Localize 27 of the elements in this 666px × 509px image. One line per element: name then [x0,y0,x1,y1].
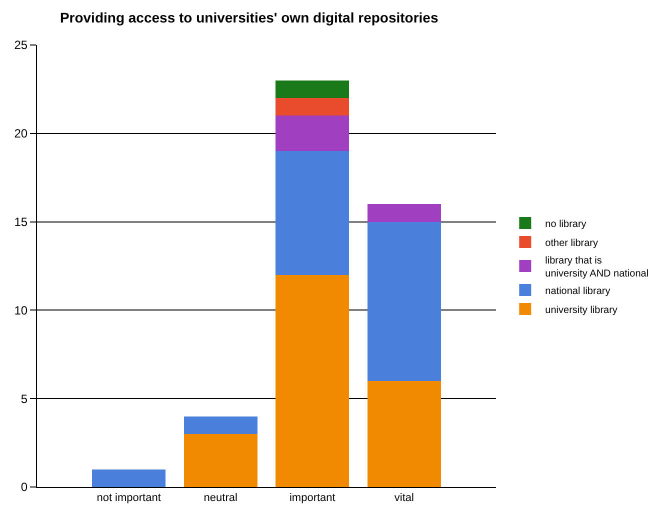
bar [367,222,441,381]
y-tick-label: 15 [14,215,28,229]
bar [276,274,350,487]
bar [92,469,166,487]
y-tick-label: 0 [20,480,28,494]
x-tick-label: not important [96,492,161,504]
legend-label: other library [545,238,598,249]
bar [367,380,441,487]
bar [276,98,350,116]
legend-label: library that is university AND national [545,255,649,280]
y-tick-label: 25 [14,38,28,52]
legend-label: national library [545,286,610,297]
bar [367,204,441,222]
bar [184,434,258,487]
bar [276,151,350,275]
y-tick-label: 5 [20,392,28,406]
legend-label: no library [545,218,586,230]
x-tick-label: important [289,492,336,504]
y-tick-label: 10 [14,303,28,318]
chart-title: Providing access to universities' own digital repositories [60,10,438,26]
x-tick-label: neutral [204,492,238,504]
x-tick-label: vital [394,492,414,504]
bar [184,416,258,434]
bar [276,80,350,98]
bar [276,116,350,152]
y-tick-label: 20 [14,126,28,141]
legend-label: university library [545,304,618,316]
